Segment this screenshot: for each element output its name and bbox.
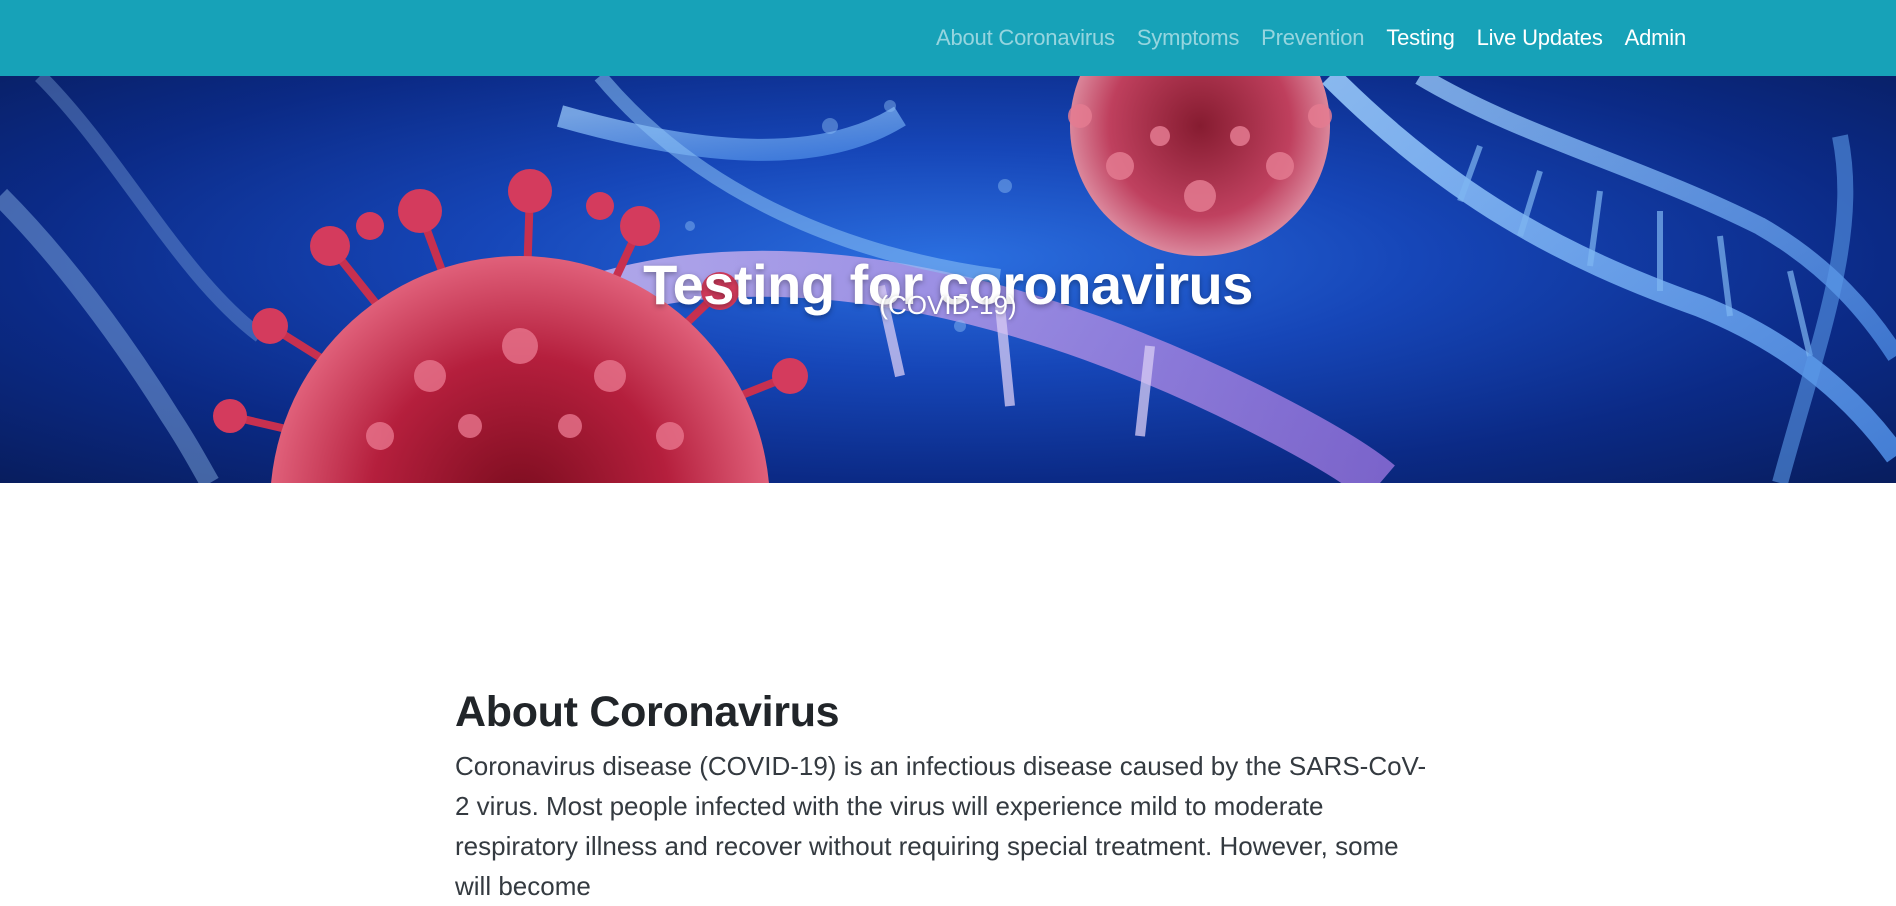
nav-link-live-updates[interactable]: Live Updates (1476, 25, 1603, 50)
virus-large (213, 169, 808, 483)
hero-title: Testing for coronavirus (643, 252, 1253, 316)
hero-banner: Testing for coronavirus (COVID-19) (0, 76, 1896, 483)
about-paragraph: Coronavirus disease (COVID-19) is an inf… (455, 751, 1427, 901)
hero-background-image (0, 76, 1896, 483)
nav-links: About Coronavirus Symptoms Prevention Te… (936, 0, 1686, 76)
about-heading: About Coronavirus (455, 688, 840, 736)
nav-link-about-coronavirus[interactable]: About Coronavirus (936, 25, 1115, 50)
virus-small (1068, 76, 1332, 256)
nav-link-admin[interactable]: Admin (1624, 25, 1687, 50)
nav-link-prevention[interactable]: Prevention (1261, 25, 1365, 50)
navbar: About Coronavirus Symptoms Prevention Te… (0, 0, 1896, 76)
hero-subtitle: (COVID-19) (879, 290, 1017, 320)
main-content: About Coronavirus Coronavirus disease (C… (455, 686, 1435, 906)
nav-link-symptoms[interactable]: Symptoms (1136, 25, 1240, 50)
nav-link-testing[interactable]: Testing (1386, 25, 1455, 50)
